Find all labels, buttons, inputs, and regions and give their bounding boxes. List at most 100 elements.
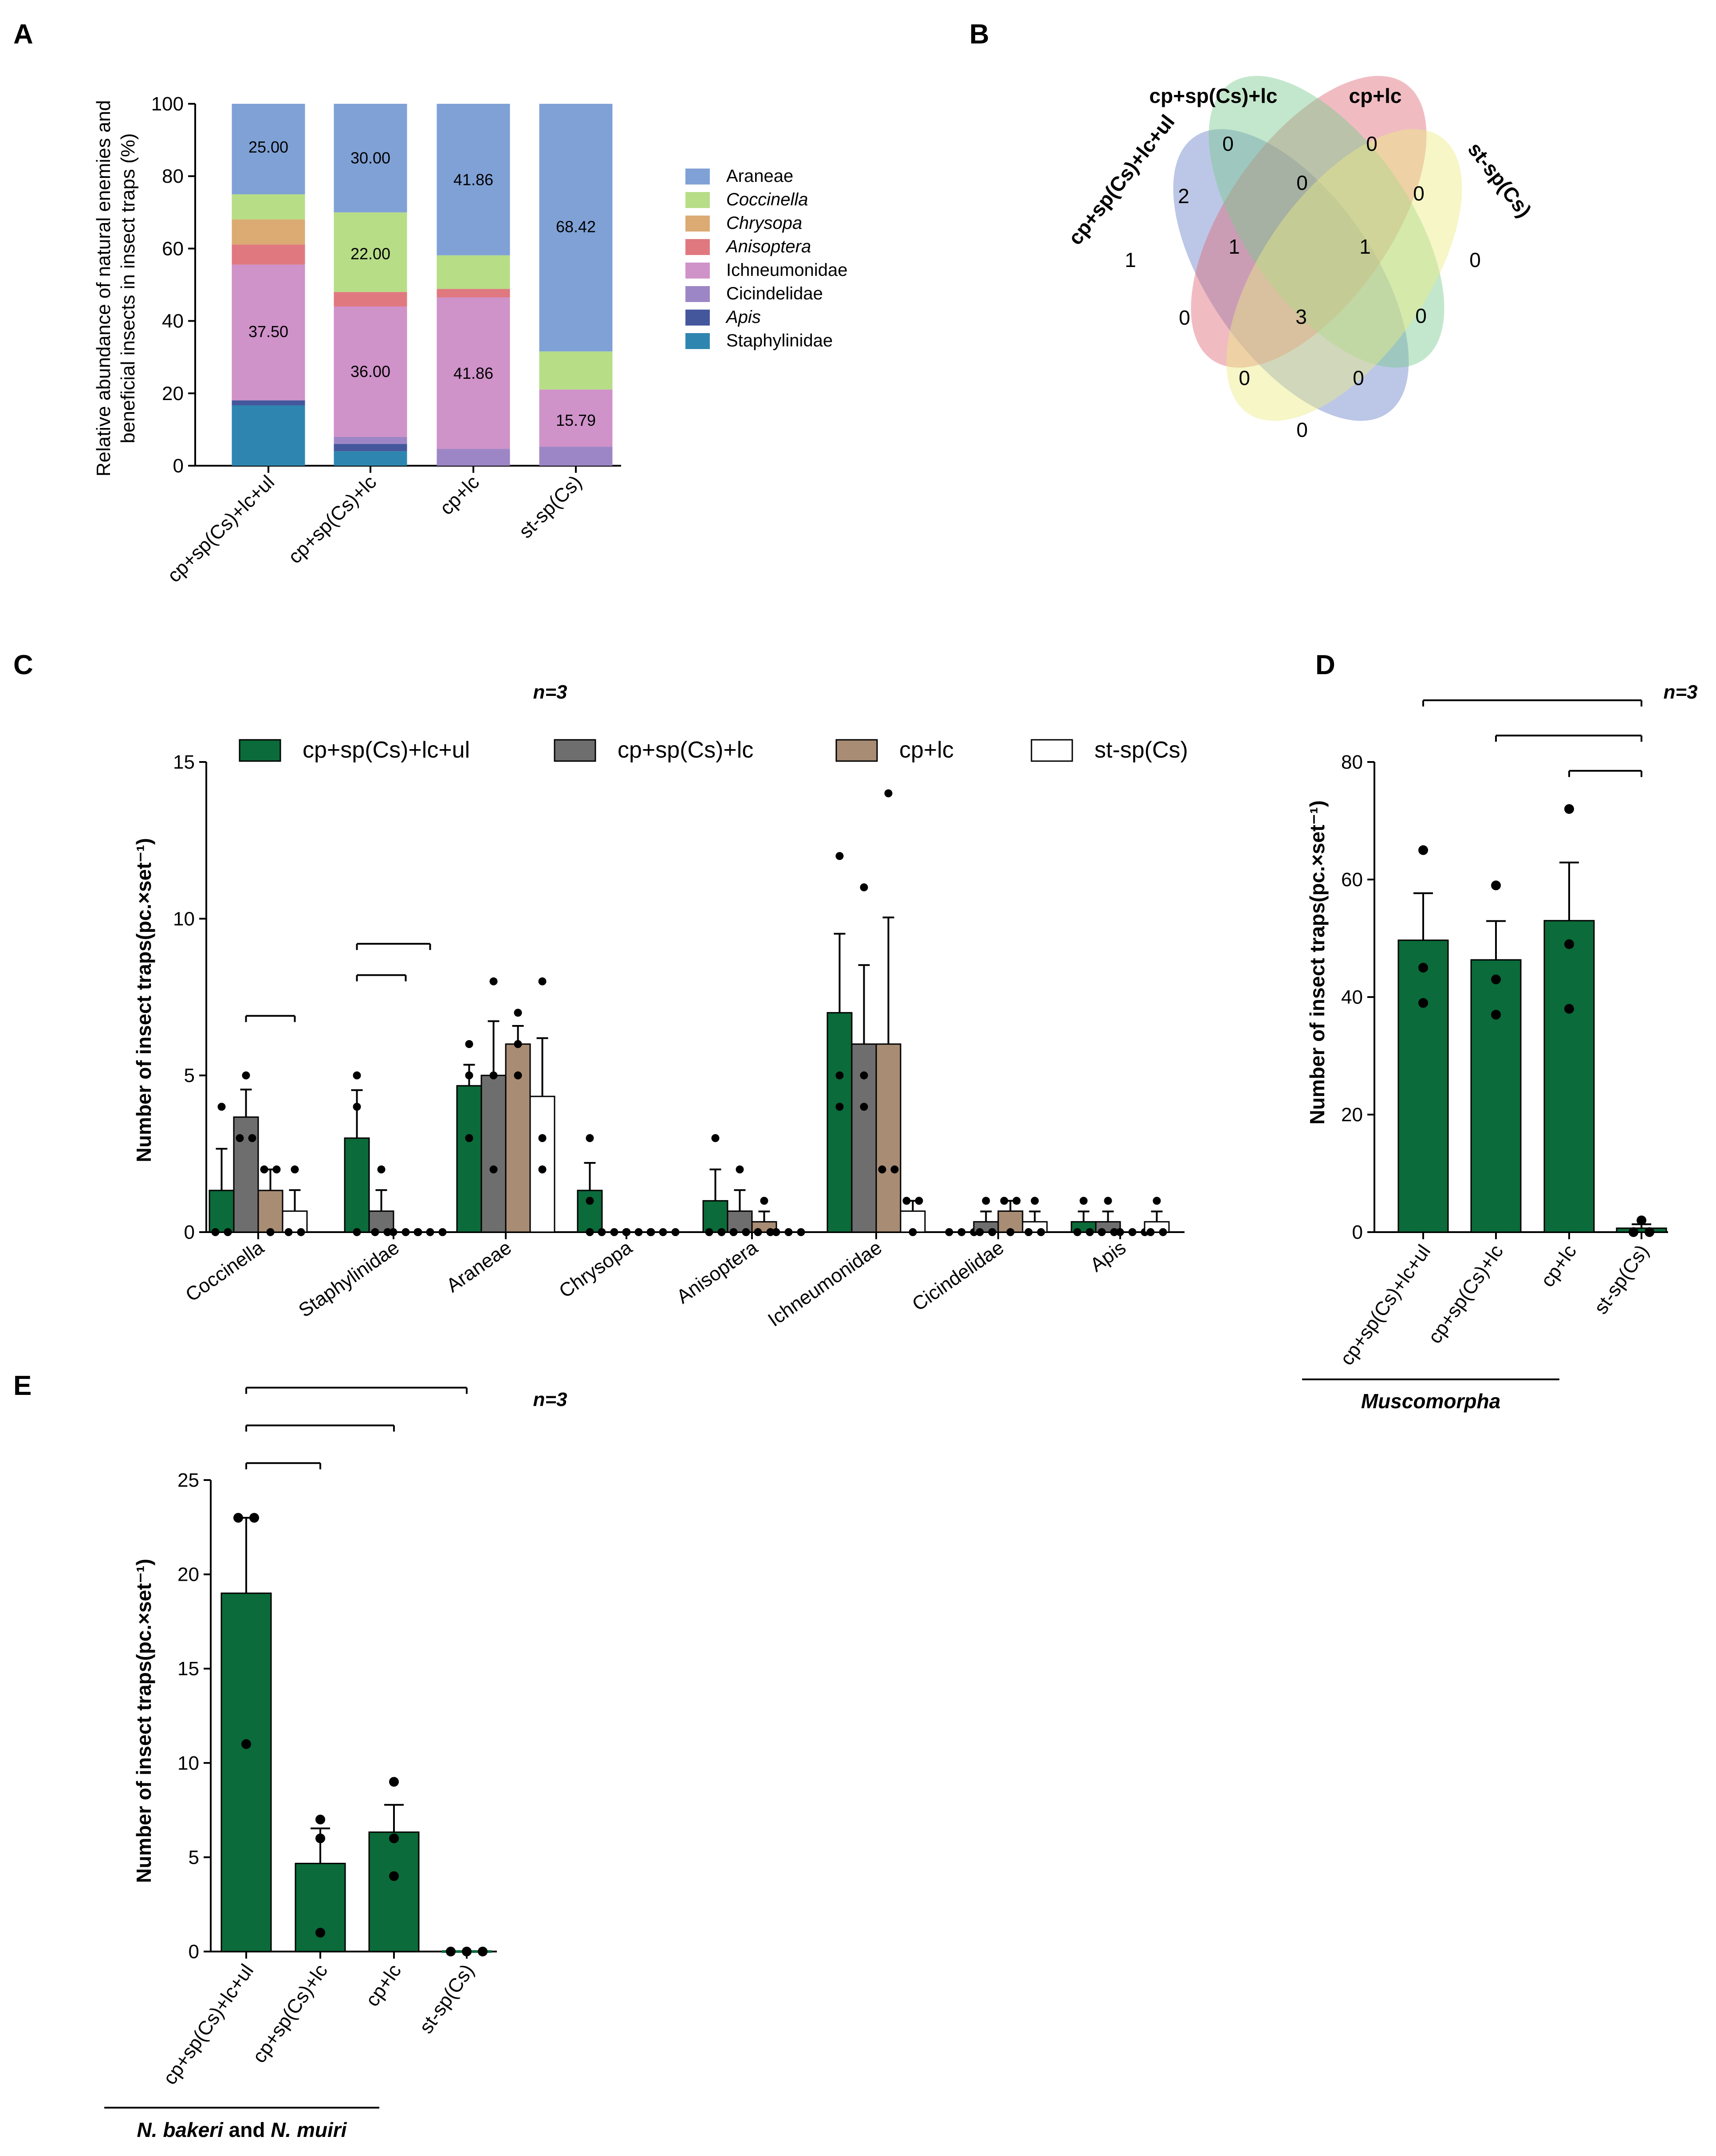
panel-c-y-tick-label: 0 [184,1221,195,1243]
venn-count-bd: 0 [1415,304,1427,327]
panel-a-data-label: 36.00 [350,362,390,381]
panel-e-taxon-part-2: and [223,2118,271,2141]
panel-c-data-point [835,852,844,860]
panel-c-legend-label: cp+sp(Cs)+lc+ul [303,737,470,763]
panel-c-n-label: n=3 [533,681,567,703]
panel-c-data-point [272,1165,281,1174]
panel-c-data-point [976,1228,984,1236]
panel-a-legend-label: Cicindelidae [726,284,823,303]
panel-e-y-tick-label: 15 [177,1658,199,1680]
panel-c-data-point [248,1134,256,1142]
panel-e-bar [368,1831,420,1952]
panel-c-data-point [646,1228,655,1236]
panel-e-data-point [315,1928,325,1938]
panel-a-legend-label: Staphylinidae [726,331,833,350]
panel-d-data-point [1418,962,1428,973]
panel-c-data-point [1128,1228,1137,1236]
panel-c-x-tick-label: Coccinella [181,1237,268,1306]
venn-count-ad: 0 [1296,418,1308,441]
panel-e-x-tick-label: cp+lc [361,1960,405,2011]
panel-c-legend-swatch [554,739,596,762]
panel-a-data-label: 25.00 [248,138,288,156]
panel-c-data-point [915,1197,923,1205]
panel-a-bar-segment [539,351,613,390]
panel-c-ylabel: Number of insect traps(pc.×set⁻¹) [132,838,155,1162]
panel-c-data-point [982,1197,990,1205]
venn-count-ac: 0 [1179,306,1190,329]
panel-c-data-point [1146,1228,1155,1236]
panel-c-data-point [884,789,893,797]
venn-count-bc: 0 [1296,171,1308,194]
panel-a-bar-segment [334,212,407,292]
panel-c-data-point [1012,1197,1021,1205]
panel-c-data-point [291,1165,299,1174]
panel-e-taxon-label: N. bakeri and N. muiri [137,2118,347,2141]
panel-d-data-point [1564,1004,1574,1014]
panel-e-y-tick-label: 20 [177,1564,199,1586]
panel-a-bar-segment [437,449,510,466]
panel-c-data-point [284,1228,293,1236]
panel-c-data-point [266,1228,275,1236]
panel-a-legend-label: Coccinella [726,190,808,209]
panel-c-legend-swatch [239,739,281,762]
panel-a-data-label: 41.86 [453,364,493,382]
panel-c-data-point [772,1228,780,1236]
panel-c-bar [702,1200,728,1233]
panel-c-bar [480,1075,507,1233]
panel-c-data-point [1079,1197,1088,1205]
panel-a-x-tick-label: cp+lc [436,471,484,519]
venn-set-label-4: st-sp(Cs) [1464,138,1536,222]
venn-count-d: 0 [1469,248,1481,271]
venn-count-a: 1 [1125,248,1136,271]
panel-c-data-point [835,1103,844,1111]
panel-d-x-tick-label: cp+lc [1536,1241,1581,1291]
panel-c-data-point [671,1228,680,1236]
panel-c-bar [257,1190,283,1233]
panel-c-data-point [514,1009,522,1017]
venn-count-ab: 2 [1178,185,1189,208]
panel-a-x-tick-label: st-sp(Cs) [515,471,586,542]
panel-c-data-point [890,1165,899,1174]
panel-c-data-point [610,1228,618,1236]
panel-c-data-point [353,1103,361,1111]
panel-c-data-point [957,1228,966,1236]
panel-e-bar-chart: n=3 Number of insect traps(pc.×set⁻¹) N.… [104,1386,567,2141]
panel-c-data-point [377,1165,386,1174]
panel-e-data-point [249,1513,259,1523]
panel-c-data-point [760,1197,768,1205]
panel-a-legend-swatch [685,239,710,255]
panel-d-bar [1543,920,1595,1233]
panel-d-data-point [1645,1227,1654,1237]
panel-d-bar [1470,959,1522,1233]
panel-c-y-tick-label: 5 [184,1065,195,1087]
venn-count-abd: 0 [1353,366,1364,389]
panel-e-bar [220,1592,272,1952]
panel-d-y-tick-label: 60 [1341,869,1363,891]
panel-c-data-point [236,1134,244,1142]
panel-a-bar-segment [232,244,305,265]
panel-a-bar-segment [334,306,407,437]
panel-c-data-point [711,1134,720,1142]
venn-set-ellipse-4 [1226,129,1462,421]
panel-a-legend-label: Araneae [726,166,793,186]
panel-c-x-tick-label: Staphylinidae [295,1237,403,1322]
venn-count-acd: 0 [1239,366,1250,389]
venn-set-label-1: cp+sp(Cs)+lc+ul [1063,110,1179,249]
panel-c-bar [827,1012,853,1233]
panel-a-ylabel-line2: beneficial insects in insect traps (%) [117,133,139,443]
panel-c-data-point [729,1228,738,1236]
panel-c-data-point [1104,1197,1112,1205]
panel-a-y-tick-label: 60 [162,238,184,259]
panel-c-data-point [538,977,547,986]
panel-a-bar-segment [334,292,407,306]
panel-a-legend-swatch [685,310,710,326]
panel-d-y-tick-label: 80 [1341,751,1363,773]
panel-e-y-tick-label: 5 [189,1846,199,1868]
panel-c-bar [282,1210,308,1233]
panel-c-data-point [538,1134,547,1142]
panel-c-data-point [717,1228,726,1236]
panel-c-data-point [659,1228,667,1236]
panel-label-a: A [13,19,33,50]
panel-c-data-point [878,1165,886,1174]
panel-a-x-tick-label: cp+sp(Cs)+lc [284,471,381,568]
